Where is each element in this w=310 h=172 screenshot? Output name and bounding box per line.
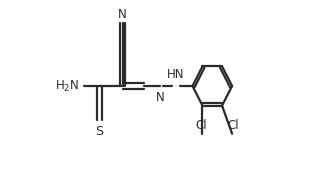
Text: HN: HN	[167, 68, 184, 81]
Text: N: N	[118, 8, 127, 21]
Text: N: N	[155, 91, 164, 104]
Text: Cl: Cl	[195, 119, 206, 132]
Text: S: S	[95, 125, 104, 138]
Text: Cl: Cl	[227, 119, 239, 132]
Text: $\mathregular{H_2N}$: $\mathregular{H_2N}$	[55, 78, 79, 94]
